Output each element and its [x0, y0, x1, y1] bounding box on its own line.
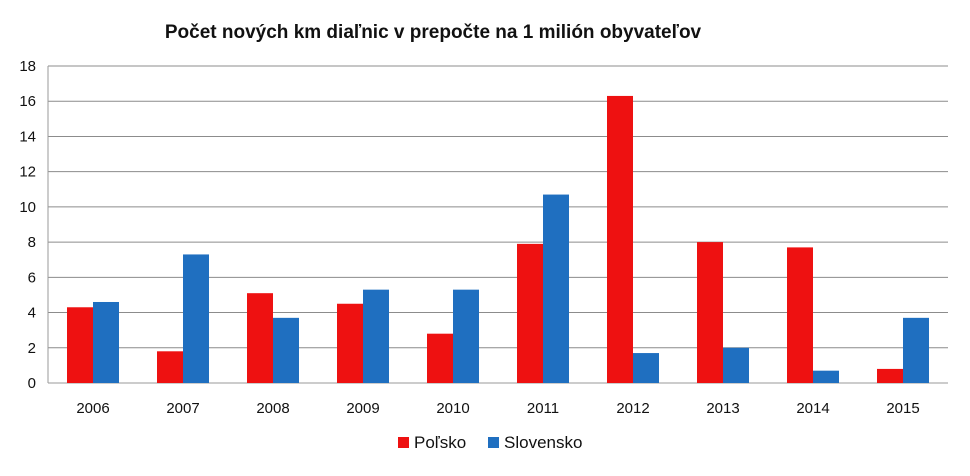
bar-slovensko-2008	[273, 317, 299, 383]
x-tick-label: 2006	[76, 400, 109, 417]
x-tick-label: 2010	[436, 400, 469, 417]
bar-poľsko-2009	[337, 303, 363, 383]
x-tick-label: 2015	[886, 400, 919, 417]
y-tick-label: 16	[19, 93, 36, 110]
bar-slovensko-2011	[543, 194, 569, 383]
y-tick-label: 4	[28, 305, 36, 322]
legend-swatch-slovensko	[488, 437, 499, 448]
legend-swatch-poľsko	[398, 437, 409, 448]
bar-slovensko-2006	[93, 301, 119, 383]
bar-poľsko-2013	[697, 242, 723, 383]
chart-title: Počet nových km diaľnic v prepočte na 1 …	[164, 22, 702, 43]
x-tick-label: 2013	[706, 400, 739, 417]
bar-poľsko-2011	[517, 243, 543, 383]
bar-slovensko-2009	[363, 289, 389, 383]
bar-slovensko-2012	[633, 353, 659, 383]
y-tick-label: 6	[28, 269, 36, 286]
y-tick-label: 0	[28, 375, 36, 392]
x-tick-label: 2012	[616, 400, 649, 417]
x-tick-label: 2014	[796, 400, 829, 417]
x-tick-label: 2009	[346, 400, 379, 417]
y-tick-label: 10	[19, 199, 36, 216]
legend-label-poľsko: Poľsko	[414, 433, 466, 452]
y-tick-label: 14	[19, 128, 36, 145]
bar-slovensko-2013	[723, 347, 749, 383]
bar-slovensko-2010	[453, 289, 479, 383]
x-tick-label: 2008	[256, 400, 289, 417]
bar-slovensko-2007	[183, 254, 209, 383]
bar-poľsko-2015	[877, 368, 903, 383]
legend-label-slovensko: Slovensko	[504, 433, 582, 452]
bar-poľsko-2014	[787, 247, 813, 383]
x-tick-label: 2007	[166, 400, 199, 417]
bar-slovensko-2015	[903, 317, 929, 383]
y-tick-label: 18	[19, 58, 36, 75]
bar-poľsko-2006	[67, 307, 93, 383]
x-tick-label: 2011	[527, 400, 559, 417]
y-tick-label: 8	[28, 234, 36, 251]
bar-poľsko-2012	[607, 95, 633, 383]
bar-poľsko-2008	[247, 293, 273, 383]
bar-poľsko-2010	[427, 333, 453, 383]
y-tick-label: 2	[28, 340, 36, 357]
bar-slovensko-2014	[813, 370, 839, 383]
bar-poľsko-2007	[157, 351, 183, 383]
y-tick-label: 12	[19, 164, 36, 181]
